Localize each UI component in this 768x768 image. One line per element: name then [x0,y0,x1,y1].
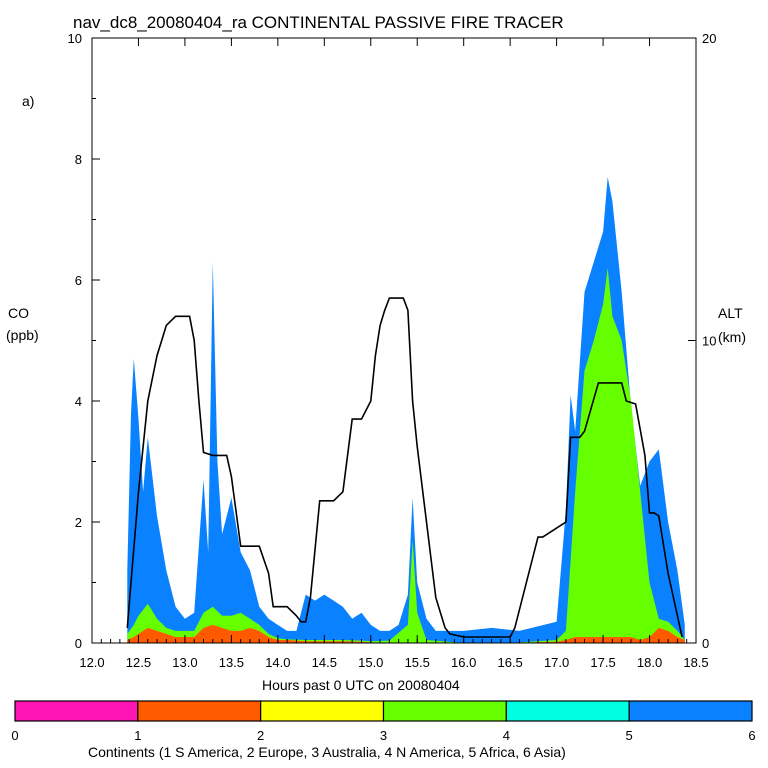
y-tick-label: 2 [75,515,82,530]
x-tick-label: 17.0 [544,655,569,670]
colorbar-swatch [505,700,630,722]
x-axis-label: Hours past 0 UTC on 20080404 [262,677,460,693]
colorbar-tick-label: 4 [503,728,510,743]
altitude-line [126,297,683,638]
y-tick-label: 8 [75,152,82,167]
panel-label: a) [22,93,34,109]
y2-axis-label: ALT [718,305,743,321]
y-tick-label: 0 [75,636,82,651]
colorbar-tick-label: 3 [380,728,387,743]
x-tick-label: 16.5 [497,655,522,670]
y2-tick-label: 0 [702,636,709,651]
x-tick-label: 13.0 [172,655,197,670]
colorbar-swatch [260,700,385,722]
x-tick-label: 12.5 [126,655,151,670]
colorbar-tick-label: 0 [11,728,18,743]
colorbar-swatch [14,700,139,722]
colorbar-swatch [137,700,262,722]
colorbar-label: Continents (1 S America, 2 Europe, 3 Aus… [88,744,566,760]
y2-axis-unit: (km) [718,329,746,345]
colorbar: 0 1 2 3 4 5 6 [11,700,756,743]
colorbar-tick-label: 2 [257,728,264,743]
x-tick-label: 18.0 [637,655,662,670]
colorbar-swatch [628,700,753,722]
y-axis-label: CO [8,305,29,321]
colorbar-tick-label: 1 [134,728,141,743]
y-tick-label: 4 [75,394,82,409]
x-tick-label: 14.5 [312,655,337,670]
y2-tick-label: 20 [702,31,716,46]
x-tick-label: 12.0 [79,655,104,670]
y-tick-label: 6 [75,273,82,288]
series-area-1-s-america [127,624,685,643]
x-tick-label: 17.5 [590,655,615,670]
x-tick-label: 15.0 [358,655,383,670]
x-tick-label: 14.0 [265,655,290,670]
x-tick-label: 18.5 [683,655,708,670]
colorbar-swatch [382,700,507,722]
axis-ticks: 12.0 12.5 13.0 13.5 14.0 14.5 15.0 15.5 16.0 16.5… [68,31,717,670]
y-tick-label: 10 [68,31,82,46]
y2-tick-label: 10 [702,334,716,349]
colorbar-tick-label: 6 [748,728,755,743]
x-tick-label: 15.5 [405,655,430,670]
colorbar-tick-label: 5 [626,728,633,743]
x-tick-label: 16.0 [451,655,476,670]
y-axis-unit: (ppb) [6,327,39,343]
chart-title: nav_dc8_20080404_ra CONTINENTAL PASSIVE … [73,13,564,32]
plot-area [91,37,697,644]
x-tick-label: 13.5 [219,655,244,670]
series-area-4-n-america [127,267,685,643]
